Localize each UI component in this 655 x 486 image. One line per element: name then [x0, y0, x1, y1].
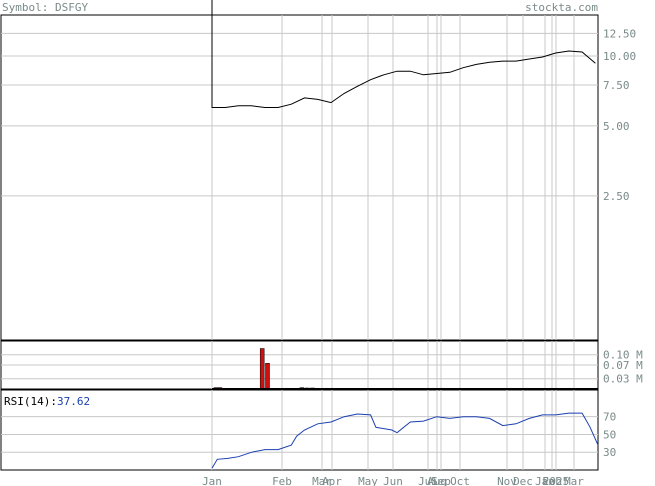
- price-tick-label: 7.50: [603, 79, 630, 92]
- volume-bar: [265, 363, 270, 390]
- rsi-tick-label: 70: [603, 411, 616, 424]
- rsi-line: [211, 412, 599, 469]
- grid-lines: [1, 15, 598, 470]
- volume-tick-label: 0.10 M: [603, 349, 643, 362]
- x-tick-label: 2025: [543, 475, 570, 486]
- symbol-label: Symbol: DSFGY: [2, 1, 88, 14]
- x-tick-label: Dec: [513, 475, 533, 486]
- price-tick-label: 12.50: [603, 27, 636, 40]
- x-tick-label: Aug: [427, 475, 447, 486]
- x-tick-label: Mar: [564, 475, 584, 486]
- x-tick-label: Mar: [312, 475, 332, 486]
- x-tick-label: Oct: [450, 475, 470, 486]
- rsi-readout: RSI(14):37.62: [4, 395, 90, 408]
- volume-bar: [259, 348, 265, 390]
- x-tick-label: Apr: [322, 475, 342, 486]
- rsi-label: RSI(14):: [4, 395, 57, 408]
- x-tick-label: Sep: [431, 475, 451, 486]
- price-line: [211, 0, 596, 108]
- series-lines: [211, 0, 599, 469]
- rsi-tick-label: 50: [603, 428, 616, 441]
- x-tick-label: Feb: [542, 475, 562, 486]
- price-tick-label: 2.50: [603, 190, 630, 203]
- rsi-tick-label: 30: [603, 446, 616, 459]
- price-tick-label: 5.00: [603, 120, 630, 133]
- price-tick-label: 10.00: [603, 50, 636, 63]
- x-tick-label: Jan: [535, 475, 555, 486]
- x-tick-label: Jan: [202, 475, 222, 486]
- volume-bars: [212, 348, 598, 390]
- price-panel-frame: [0, 14, 599, 341]
- x-tick-label: Nov: [497, 475, 517, 486]
- x-tick-label: May: [358, 475, 378, 486]
- x-tick-label: Jul: [418, 475, 438, 486]
- volume-tick-label: 0.07 M: [603, 359, 643, 372]
- rsi-panel-frame: [0, 389, 599, 471]
- x-tick-label: Jun: [383, 475, 403, 486]
- site-name: stockta.com: [525, 1, 598, 14]
- rsi-value: 37.62: [57, 395, 90, 408]
- volume-tick-label: 0.03 M: [603, 373, 643, 386]
- x-tick-label: Feb: [272, 475, 292, 486]
